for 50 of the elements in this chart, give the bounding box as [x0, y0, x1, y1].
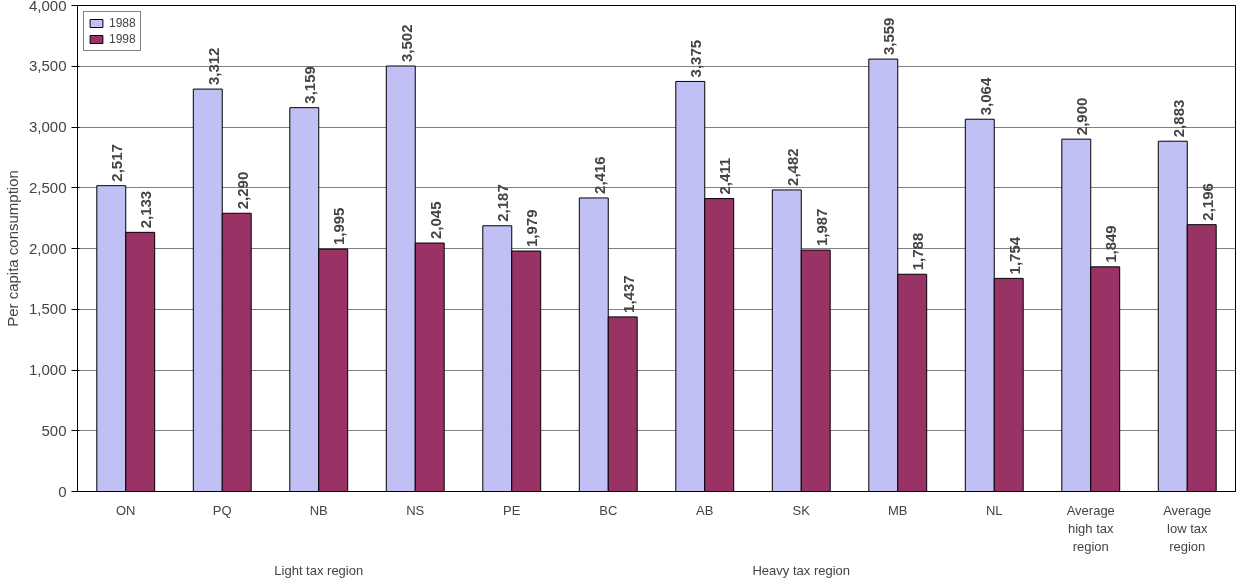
y-tick-label: 1,000 — [28, 361, 67, 378]
data-label: 2,133 — [137, 190, 155, 229]
data-label: 3,064 — [976, 77, 994, 116]
data-label: 2,290 — [233, 171, 251, 210]
y-tick-label: 3,000 — [28, 118, 67, 135]
data-label: 2,187 — [494, 184, 512, 222]
data-label: 2,482 — [783, 148, 801, 186]
data-label: 1,849 — [1102, 225, 1120, 263]
x-tick-label: Average high tax region — [1066, 502, 1115, 554]
y-tick-label: 0 — [58, 482, 67, 500]
x-tick-label: NS — [406, 502, 425, 518]
y-tick-label: 2,500 — [28, 178, 67, 196]
y-tick-label: 4,000 — [28, 0, 67, 14]
text: Light tax region — [274, 562, 364, 578]
x-tick-label: Average low tax region — [1163, 502, 1212, 554]
data-label: 1,987 — [812, 208, 830, 247]
y-tick-label: 3,500 — [28, 57, 67, 75]
y-tick-label: 2,000 — [28, 239, 67, 257]
x-tick-label: PQ — [212, 502, 232, 518]
x-tick-label: AB — [696, 502, 714, 518]
data-label: 2,045 — [426, 201, 444, 240]
data-label: 1,995 — [330, 207, 348, 246]
x-tick-label: NL — [985, 502, 1003, 518]
data-label: 1,437 — [619, 275, 637, 313]
y-tick-label: 1,500 — [28, 300, 67, 318]
x-tick-label: SK — [792, 502, 811, 518]
data-label: 2,517 — [108, 144, 126, 182]
x-tick-label: PE — [503, 502, 521, 518]
text: Heavy tax region — [752, 562, 851, 578]
y-axis-title: Per capita consumption — [3, 170, 21, 327]
data-label: 3,312 — [204, 47, 222, 86]
data-label: 1,754 — [1005, 236, 1023, 275]
data-label: 3,375 — [687, 39, 705, 78]
legend-label: 1988 — [109, 16, 136, 30]
data-label: 1,979 — [523, 209, 541, 248]
data-label: 2,883 — [1169, 99, 1187, 138]
data-label: 2,411 — [716, 157, 734, 195]
x-tick-label: BC — [599, 502, 618, 518]
data-label: 3,559 — [880, 17, 898, 56]
x-tick-label: ON — [116, 502, 136, 518]
x-tick-label: NB — [309, 502, 328, 518]
data-label: 2,196 — [1198, 183, 1216, 221]
data-label: 3,159 — [301, 66, 319, 104]
data-label: 1,788 — [909, 232, 927, 271]
legend-label: 1998 — [109, 32, 136, 46]
data-label: 2,416 — [590, 156, 608, 194]
data-label: 2,900 — [1073, 97, 1091, 136]
y-tick-label: 500 — [41, 421, 67, 439]
data-label: 3,502 — [397, 24, 415, 63]
x-tick-label: MB — [888, 502, 908, 518]
